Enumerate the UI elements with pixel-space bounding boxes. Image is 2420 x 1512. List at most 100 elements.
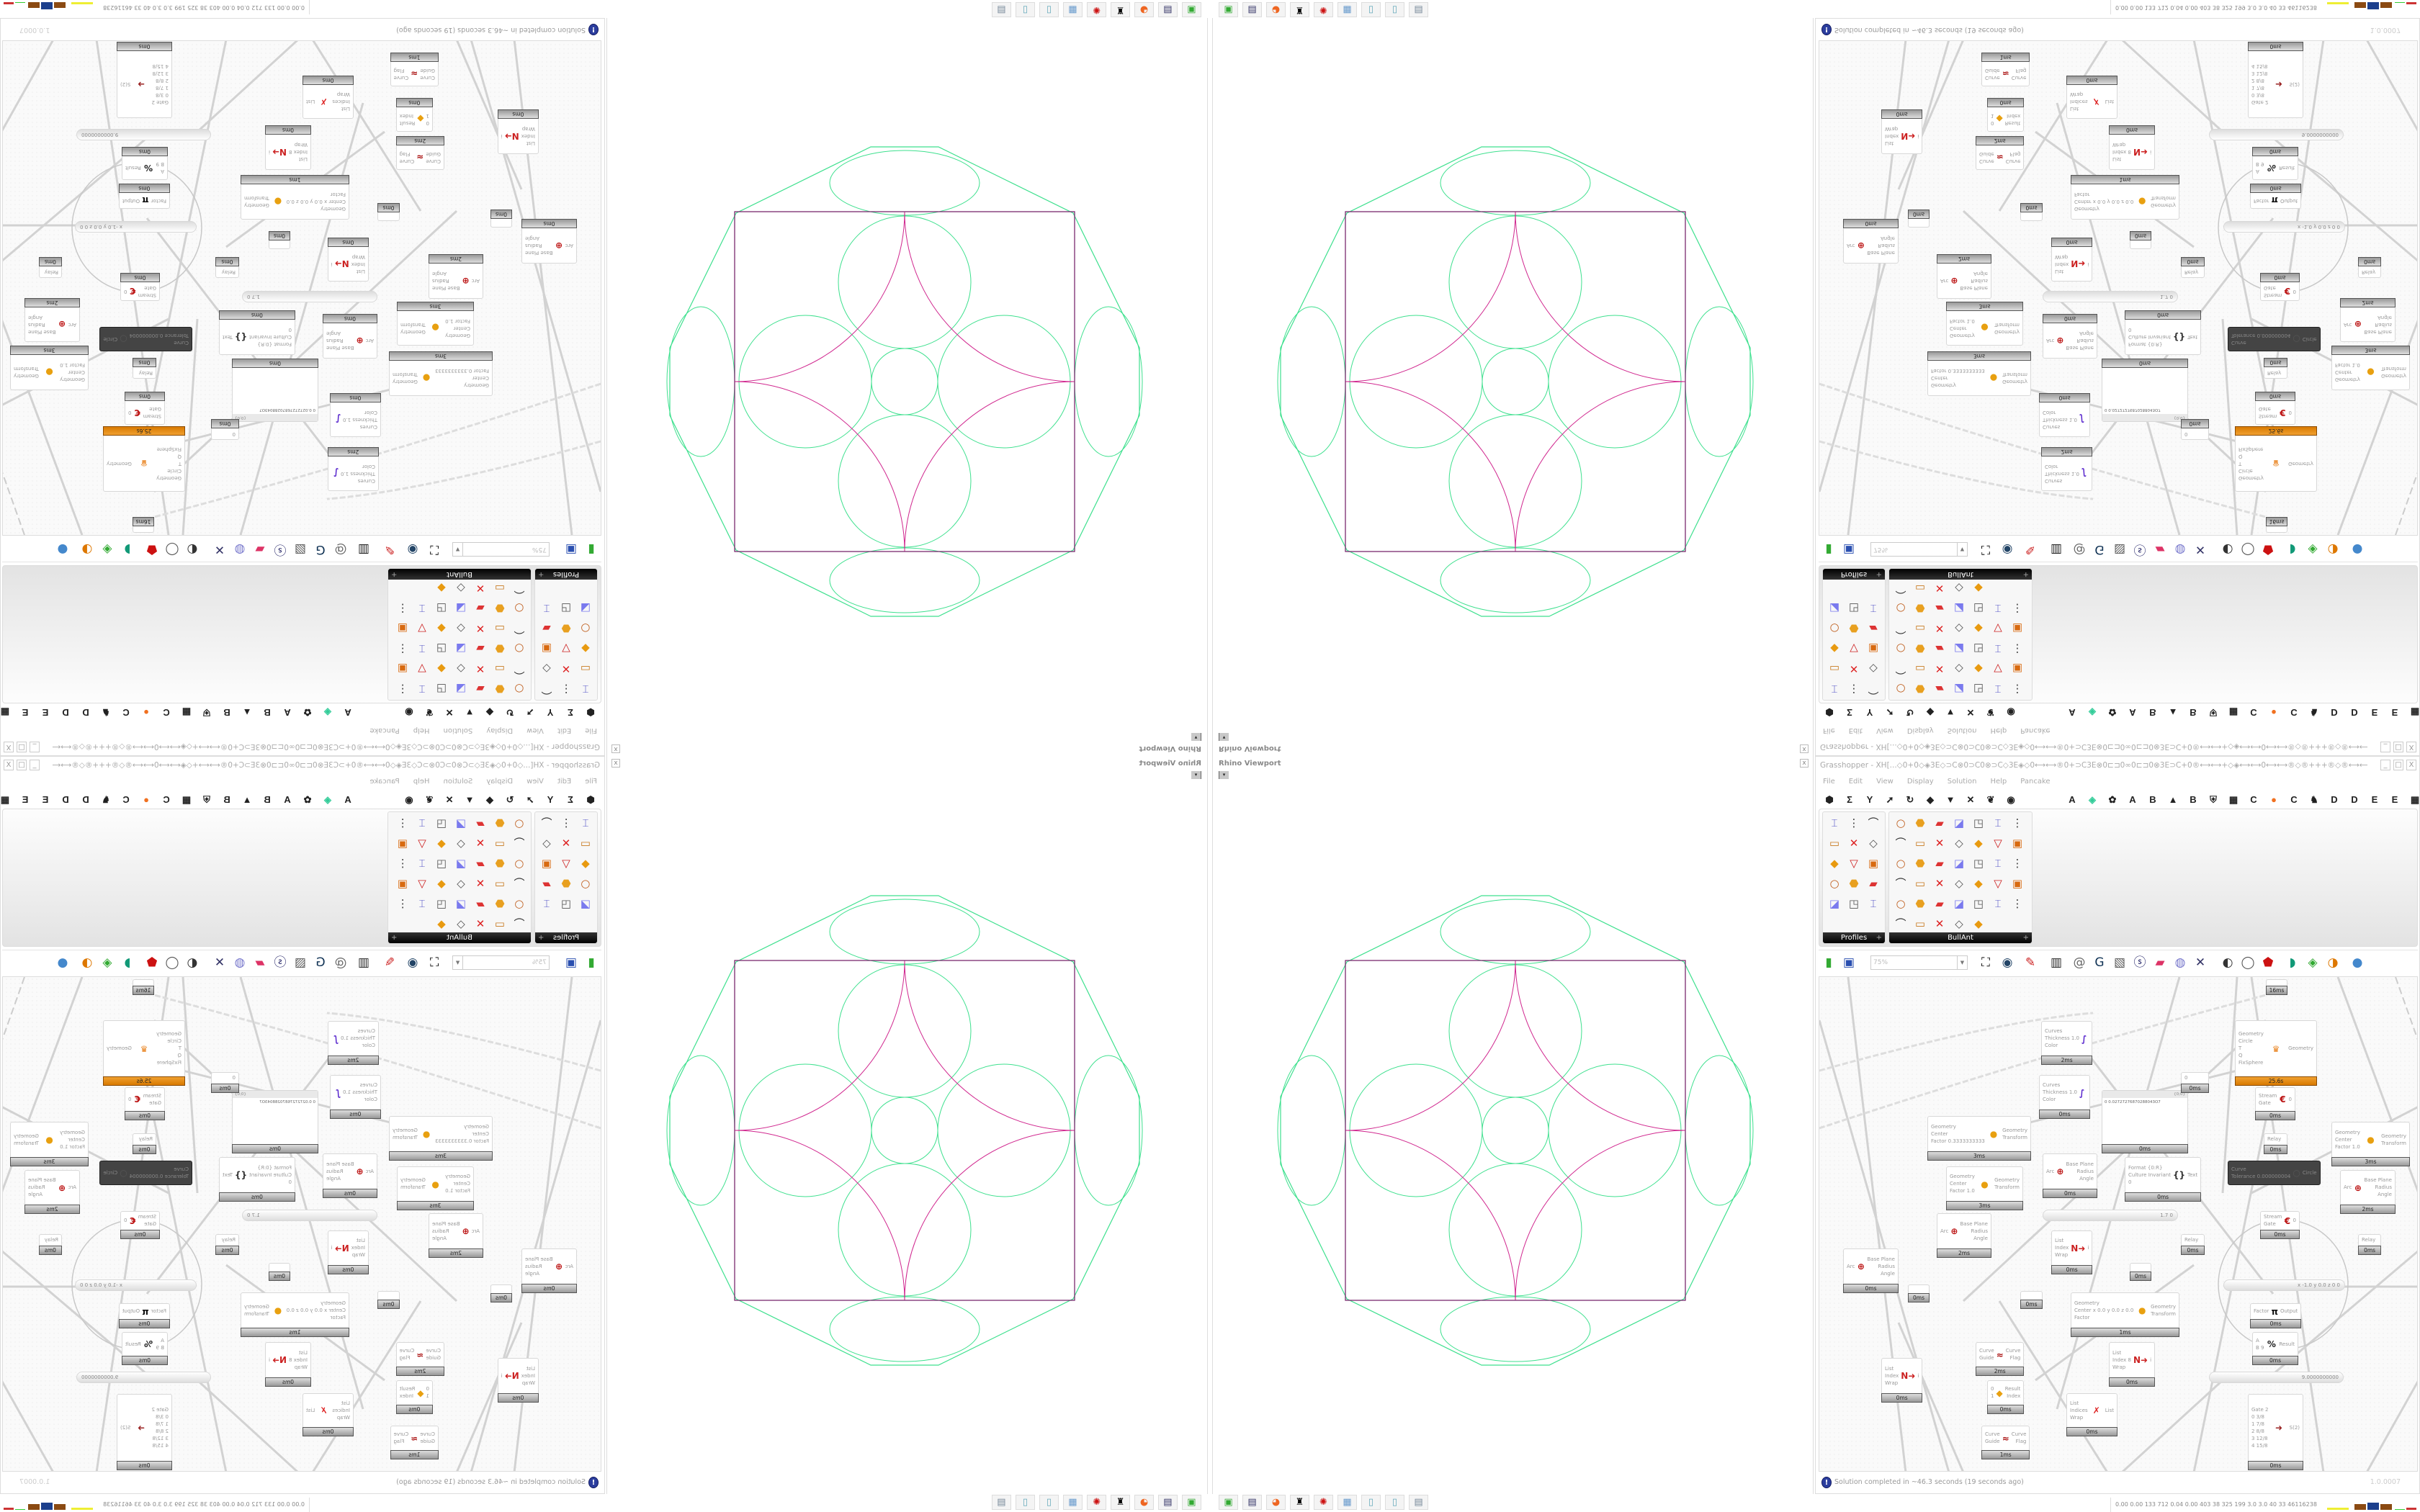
palette-component-icon[interactable]: ○: [1896, 642, 1906, 655]
output-param[interactable]: Base Plane: [2066, 1161, 2094, 1167]
palette-component-icon[interactable]: ▰: [476, 897, 485, 910]
relay-component[interactable]: Relay 0ms: [2358, 1234, 2382, 1255]
input-param[interactable]: B 9: [156, 1344, 164, 1351]
menu-view[interactable]: View: [1876, 726, 1894, 734]
maximize-button[interactable]: □: [2393, 742, 2403, 752]
input-param[interactable]: Thickness 1.0: [2045, 471, 2079, 477]
palette-component-icon[interactable]: ○: [514, 602, 524, 615]
surface-icon[interactable]: ◆: [1927, 707, 1934, 718]
palette-component-icon[interactable]: ⬣: [495, 816, 505, 829]
search-icon[interactable]: ⓢ: [2133, 542, 2146, 557]
menu-edit[interactable]: Edit: [1848, 726, 1863, 734]
menu-pancake[interactable]: Pancake: [2020, 778, 2051, 786]
palette-label[interactable]: BullAnt +: [388, 569, 531, 580]
palette-component-icon[interactable]: ⬣: [561, 877, 571, 890]
palette-component-icon[interactable]: ⬣: [495, 602, 505, 615]
palette-component-icon[interactable]: ⌶: [418, 642, 426, 655]
maths-sigma-icon[interactable]: Σ: [1847, 794, 1852, 805]
palette-component-icon[interactable]: ⋮: [560, 816, 572, 829]
palette-component-icon[interactable]: ⋮: [1848, 816, 1860, 829]
input-param[interactable]: 1: [1991, 1393, 1994, 1399]
input-param[interactable]: Curves: [2043, 1082, 2061, 1088]
email-icon[interactable]: @: [334, 955, 347, 970]
palette-component-icon[interactable]: ▽: [418, 662, 426, 675]
output-param[interactable]: Geometry: [2288, 461, 2313, 467]
input-param[interactable]: Wrap: [336, 91, 350, 98]
list-item-component[interactable]: List Index Wrap N➜ i 0ms: [497, 1358, 539, 1403]
list-item-component[interactable]: List Index Wrap N➜ i 0ms: [327, 238, 369, 282]
blue-sphere-icon[interactable]: ●: [2352, 542, 2363, 557]
slider-value[interactable]: 1.7 0: [2160, 294, 2173, 300]
scale-component[interactable]: Geometry Center Factor 1.0 ● Geometry Transfo…: [1946, 1166, 2023, 1210]
minimize-button[interactable]: _: [30, 760, 40, 770]
teal-icon[interactable]: ◗: [2289, 542, 2296, 557]
inkscape-icon[interactable]: ♜: [1111, 2, 1130, 17]
palette-component-icon[interactable]: ○: [514, 642, 524, 655]
input-param[interactable]: Curves: [2045, 478, 2063, 484]
output-param[interactable]: Transform: [1994, 322, 2020, 328]
red-app-icon[interactable]: ✺: [1314, 2, 1333, 17]
arc-component[interactable]: Arc ⊕ Base Plane Radius Angle 2ms: [1937, 1213, 1991, 1258]
input-param[interactable]: A: [2256, 1337, 2259, 1344]
gear-icon[interactable]: ✿: [2108, 707, 2117, 718]
rhino-green-icon[interactable]: ▣: [1219, 2, 1238, 17]
slider-value[interactable]: 9.0000000000: [2301, 132, 2339, 138]
custom-preview-component[interactable]: Curves Thickness 1.0 Color ∫ 0ms: [2039, 393, 2091, 437]
printer-icon[interactable]: ▤: [992, 1495, 1011, 1510]
output-param[interactable]: Transform: [2151, 1310, 2176, 1317]
floppy-64-icon[interactable]: ▤: [1242, 2, 1262, 17]
palette-component-icon[interactable]: ⌒: [1895, 837, 1906, 850]
curve-icon[interactable]: ↻: [1906, 794, 1914, 805]
output-param[interactable]: List: [306, 1407, 315, 1413]
pick-component[interactable]: 0 1 ◆ Result Index 0ms: [1987, 98, 2025, 132]
tab-c[interactable]: C: [163, 707, 170, 718]
maths-sigma-icon[interactable]: Σ: [568, 794, 573, 805]
input-param[interactable]: Gate: [144, 285, 156, 291]
scale-component[interactable]: Geometry Center x 0.0 y 0.0 z 0.0 Factor ● G…: [241, 1292, 349, 1337]
input-param[interactable]: Gate: [149, 1099, 161, 1106]
canvas-image-icon[interactable]: ▧: [2113, 955, 2126, 970]
vector-arrow-icon[interactable]: ➚: [1886, 707, 1894, 718]
input-param[interactable]: Thickness 1.0: [341, 471, 375, 477]
input-param[interactable]: Color: [362, 464, 375, 469]
input-param[interactable]: List: [356, 269, 365, 274]
output-param[interactable]: 0: [2293, 289, 2296, 294]
input-param[interactable]: 1 7/8: [156, 1421, 169, 1427]
input-param[interactable]: Indices: [2070, 99, 2088, 105]
palette-component-icon[interactable]: ⋮: [2012, 857, 2023, 870]
input-param[interactable]: Format {0:R}: [257, 341, 292, 348]
input-param[interactable]: Gate: [2259, 406, 2271, 413]
bulb-icon[interactable]: ◍: [2174, 955, 2186, 970]
output-param[interactable]: Base Plane: [2066, 345, 2094, 351]
arc-component[interactable]: Arc ⊕ Base Plane Radius Angle 0ms: [521, 1248, 577, 1293]
tab-d[interactable]: D: [62, 794, 69, 805]
param-component[interactable]: 0ms: [2020, 1291, 2043, 1309]
palette-component-icon[interactable]: ▣: [2012, 622, 2023, 635]
param-component[interactable]: 0ms: [269, 1263, 290, 1281]
output-param[interactable]: Angle: [1881, 235, 1895, 242]
output-param[interactable]: Transform: [2381, 1140, 2406, 1146]
input-param[interactable]: Factor 1.0: [1950, 1188, 1975, 1194]
close-button[interactable]: X: [4, 742, 14, 752]
tab-a[interactable]: A: [344, 794, 351, 805]
maths-sigma-icon[interactable]: Σ: [1847, 707, 1852, 718]
mountain-icon[interactable]: ▲: [242, 707, 252, 718]
input-param[interactable]: Center: [472, 375, 489, 382]
slider-value[interactable]: x -1.0 y 0.0 z 0 0: [2297, 1282, 2340, 1288]
palette-component-icon[interactable]: ⌒: [541, 683, 552, 696]
output-param[interactable]: Transform: [2151, 195, 2176, 202]
cull-index-component[interactable]: List Indices Wrap ✗ List 0ms: [302, 76, 354, 119]
param-component[interactable]: 0ms: [1908, 1284, 1930, 1302]
output-param[interactable]: Angle: [326, 330, 341, 337]
output-param[interactable]: i: [1917, 1372, 1919, 1379]
output-param[interactable]: Geometry: [244, 1303, 269, 1310]
input-param[interactable]: Wrap: [2070, 91, 2084, 98]
display-eye-icon[interactable]: ◉: [2007, 707, 2015, 718]
arc-component[interactable]: Arc ⊕ Base Plane Radius Angle 0ms: [323, 314, 377, 359]
input-param[interactable]: Geometry: [2335, 377, 2360, 383]
output-param[interactable]: List: [2105, 99, 2114, 105]
input-param[interactable]: 0: [232, 1075, 236, 1081]
relay-component[interactable]: Relay 0ms: [38, 257, 62, 278]
palette-component-icon[interactable]: ⌶: [1994, 642, 2002, 655]
sphere-half-icon[interactable]: ◑: [2327, 955, 2339, 970]
